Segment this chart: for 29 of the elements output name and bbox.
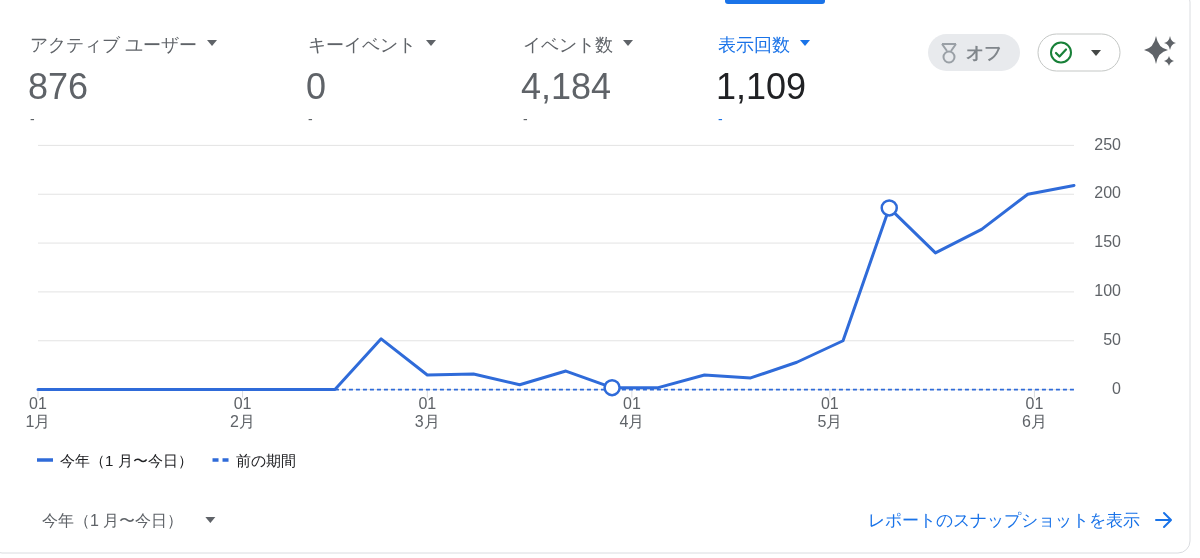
y-tick-label: 150 [1094,233,1121,251]
x-tick-label: 01 4月 [619,394,645,430]
kpi-label: 表示回数 [718,35,790,55]
kpi-value: 0 [306,66,327,107]
kpi-label: アクティブ ユーザー [30,35,197,55]
button-label: オフ [966,43,1002,63]
range-selector: 今年（1 月〜今日） [42,512,184,529]
kpi-note: - [718,111,723,127]
kpi-note: - [308,111,313,127]
x-tick-label: 01 3月 [414,394,440,430]
x-tick-label: 01 2月 [230,394,255,430]
y-tick-label: 0 [1112,379,1121,397]
legend-label: 今年（1 月〜今日） [60,451,193,469]
legend-label: 前の期間 [235,451,296,469]
x-tick-label: 01 6月 [1021,394,1047,430]
kpi-value: 4,184 [521,66,612,107]
y-tick-label: 50 [1103,331,1121,348]
kpi-label: キーイベント [308,35,416,55]
kpi-value: 876 [28,66,89,107]
x-tick-label: 01 5月 [817,394,843,430]
kpi-label: イベント数 [523,35,613,55]
kpi-value: 1,109 [716,66,807,107]
y-tick-label: 250 [1094,135,1121,153]
kpi-note: - [30,111,35,127]
y-tick-label: 200 [1094,184,1121,202]
report-link: レポートのスナップショットを表示 [868,511,1140,530]
x-tick-label: 01 1月 [25,394,51,430]
kpi-note: - [523,111,528,127]
y-tick-label: 100 [1094,282,1121,300]
